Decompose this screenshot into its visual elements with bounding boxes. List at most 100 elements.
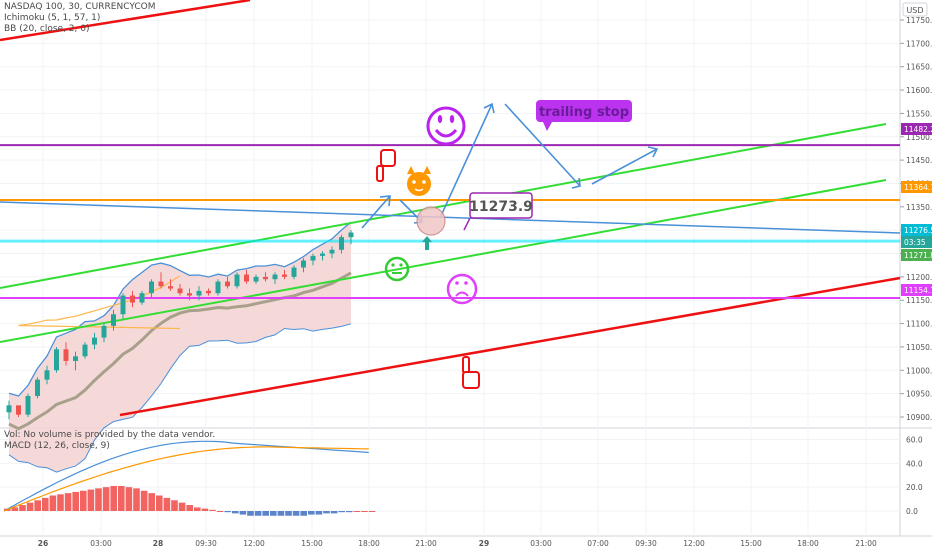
price-tick-label: 11550.00 — [906, 109, 932, 118]
price-tag-text: 11154.7 — [904, 286, 932, 295]
macd-histogram-bar — [57, 494, 64, 511]
neutral-face-icon — [384, 256, 410, 282]
price-tag — [901, 236, 932, 248]
green-channel-lower[interactable] — [0, 179, 887, 343]
price-tick-label: 11150.00 — [906, 296, 932, 305]
macd-histogram-bar — [292, 511, 300, 516]
volume-legend: Vol: No volume is provided by the data v… — [4, 430, 216, 440]
macd-histogram-bar — [353, 511, 361, 512]
macd-histogram-bar — [361, 511, 368, 512]
macd-histogram-bar — [133, 488, 140, 511]
macd-histogram-bar — [308, 511, 315, 515]
green-channel-upper[interactable] — [0, 123, 887, 289]
price-tag — [901, 284, 932, 296]
candle-body — [215, 281, 221, 294]
bollinger-band-fill — [9, 222, 351, 473]
price-callout[interactable]: 11273.9 — [463, 192, 533, 231]
macd-histogram-bar — [19, 505, 26, 511]
time-tick-label: 21:00 — [415, 539, 437, 548]
macd-histogram-bar — [368, 511, 376, 512]
sad-face-icon — [446, 273, 478, 305]
candle-body — [120, 295, 126, 315]
candle-body — [63, 349, 69, 361]
time-tick-label: 09:30 — [195, 539, 217, 548]
bollinger-basis-line — [8, 271, 352, 431]
macd-histogram-bar — [323, 511, 330, 514]
macd-histogram-bar — [285, 511, 292, 516]
candle-body — [272, 274, 278, 280]
smiley-face-icon — [426, 106, 466, 146]
macd-histogram-bar — [254, 511, 262, 516]
highlight-circle[interactable] — [416, 206, 446, 236]
candle-body — [329, 249, 335, 254]
macd-histogram-bar — [330, 511, 338, 514]
time-tick-label: 28 — [153, 539, 163, 548]
macd-histogram-bar — [156, 495, 163, 511]
blue-trendline[interactable] — [0, 201, 901, 234]
price-tick-label: 11200.00 — [906, 273, 932, 282]
projection-arrows[interactable] — [361, 102, 659, 229]
time-tick-label: 12:00 — [683, 539, 705, 548]
bollinger-lower-line — [8, 323, 352, 473]
macd-histogram-bar — [315, 511, 323, 515]
candle-body — [73, 356, 78, 361]
price-tick-label: 11000.00 — [906, 366, 932, 375]
price-axis[interactable]: 11750.00 11700.00 11650.00 11600.00 11550.00… — [900, 16, 932, 422]
macd-histogram-bar — [224, 511, 231, 513]
price-tag — [901, 249, 932, 261]
macd-histogram-bar — [125, 487, 133, 511]
candle-body — [196, 290, 202, 296]
price-tag-text: 11271.8 — [904, 251, 932, 260]
macd-histogram-bar — [270, 511, 277, 516]
time-tick-label: 09:30 — [635, 539, 657, 548]
macd-histogram-bar — [201, 508, 209, 511]
candle-body — [158, 281, 164, 287]
candle-body — [320, 253, 325, 256]
top-red-trendline[interactable] — [0, 0, 251, 42]
time-tick-label: 03:00 — [530, 539, 552, 548]
macd-histogram-bar — [140, 490, 148, 511]
price-tag-text: 03:35 — [904, 238, 926, 247]
price-tick-label: 11750.00 — [906, 16, 932, 25]
candle-body — [44, 370, 50, 380]
candle-body — [92, 337, 97, 345]
candle-body — [25, 395, 31, 415]
time-tick-label: 29 — [479, 539, 489, 548]
candle-body — [291, 267, 297, 277]
time-tick-label: 07:00 — [587, 539, 609, 548]
ichimoku-legend: Ichimoku (5, 1, 57, 1) — [4, 13, 101, 23]
price-tag-text: 11276.5 — [904, 226, 932, 235]
macd-histogram-bar — [64, 493, 72, 511]
candle-body — [6, 405, 12, 413]
trailing-stop-text: trailing stop — [539, 105, 629, 120]
time-axis[interactable]: 26 03:00 28 09:30 12:00 15:00 18:00 21:00 29 03:0… — [38, 539, 877, 548]
candle-body — [187, 293, 192, 296]
price-callout-text: 11273.9 — [469, 199, 533, 215]
candle-body — [149, 281, 154, 294]
candle-body — [177, 288, 183, 294]
macd-histogram-bar — [216, 511, 224, 512]
price-tick-label: 10900.00 — [906, 413, 932, 422]
candle-body — [244, 274, 249, 282]
macd-pane — [3, 440, 376, 516]
macd-tick-label: 0.0 — [906, 507, 918, 516]
cat-face-icon — [407, 166, 431, 196]
candle-body — [168, 286, 173, 289]
candle-body — [139, 293, 145, 303]
candle-body — [301, 260, 306, 268]
bollinger-upper-line — [8, 221, 352, 397]
macd-histogram-bar — [262, 511, 269, 516]
time-tick-label: 26 — [38, 539, 48, 548]
macd-histogram-bar — [11, 507, 19, 511]
trailing-stop-label[interactable]: trailing stop — [536, 100, 632, 131]
candle-body — [54, 349, 59, 371]
price-tick-label: 10950.00 — [906, 390, 932, 399]
candle-body — [225, 281, 230, 287]
macd-histogram-bar — [110, 485, 117, 511]
price-tick-label: 11450.00 — [906, 156, 932, 165]
macd-histogram-bar — [338, 511, 345, 513]
price-tags: 11482.2 11364.7 11276.5 03:35 11271.8 11154.7 — [901, 123, 932, 296]
bottom-red-trendline[interactable] — [119, 276, 901, 417]
time-tick-label: 15:00 — [740, 539, 762, 548]
